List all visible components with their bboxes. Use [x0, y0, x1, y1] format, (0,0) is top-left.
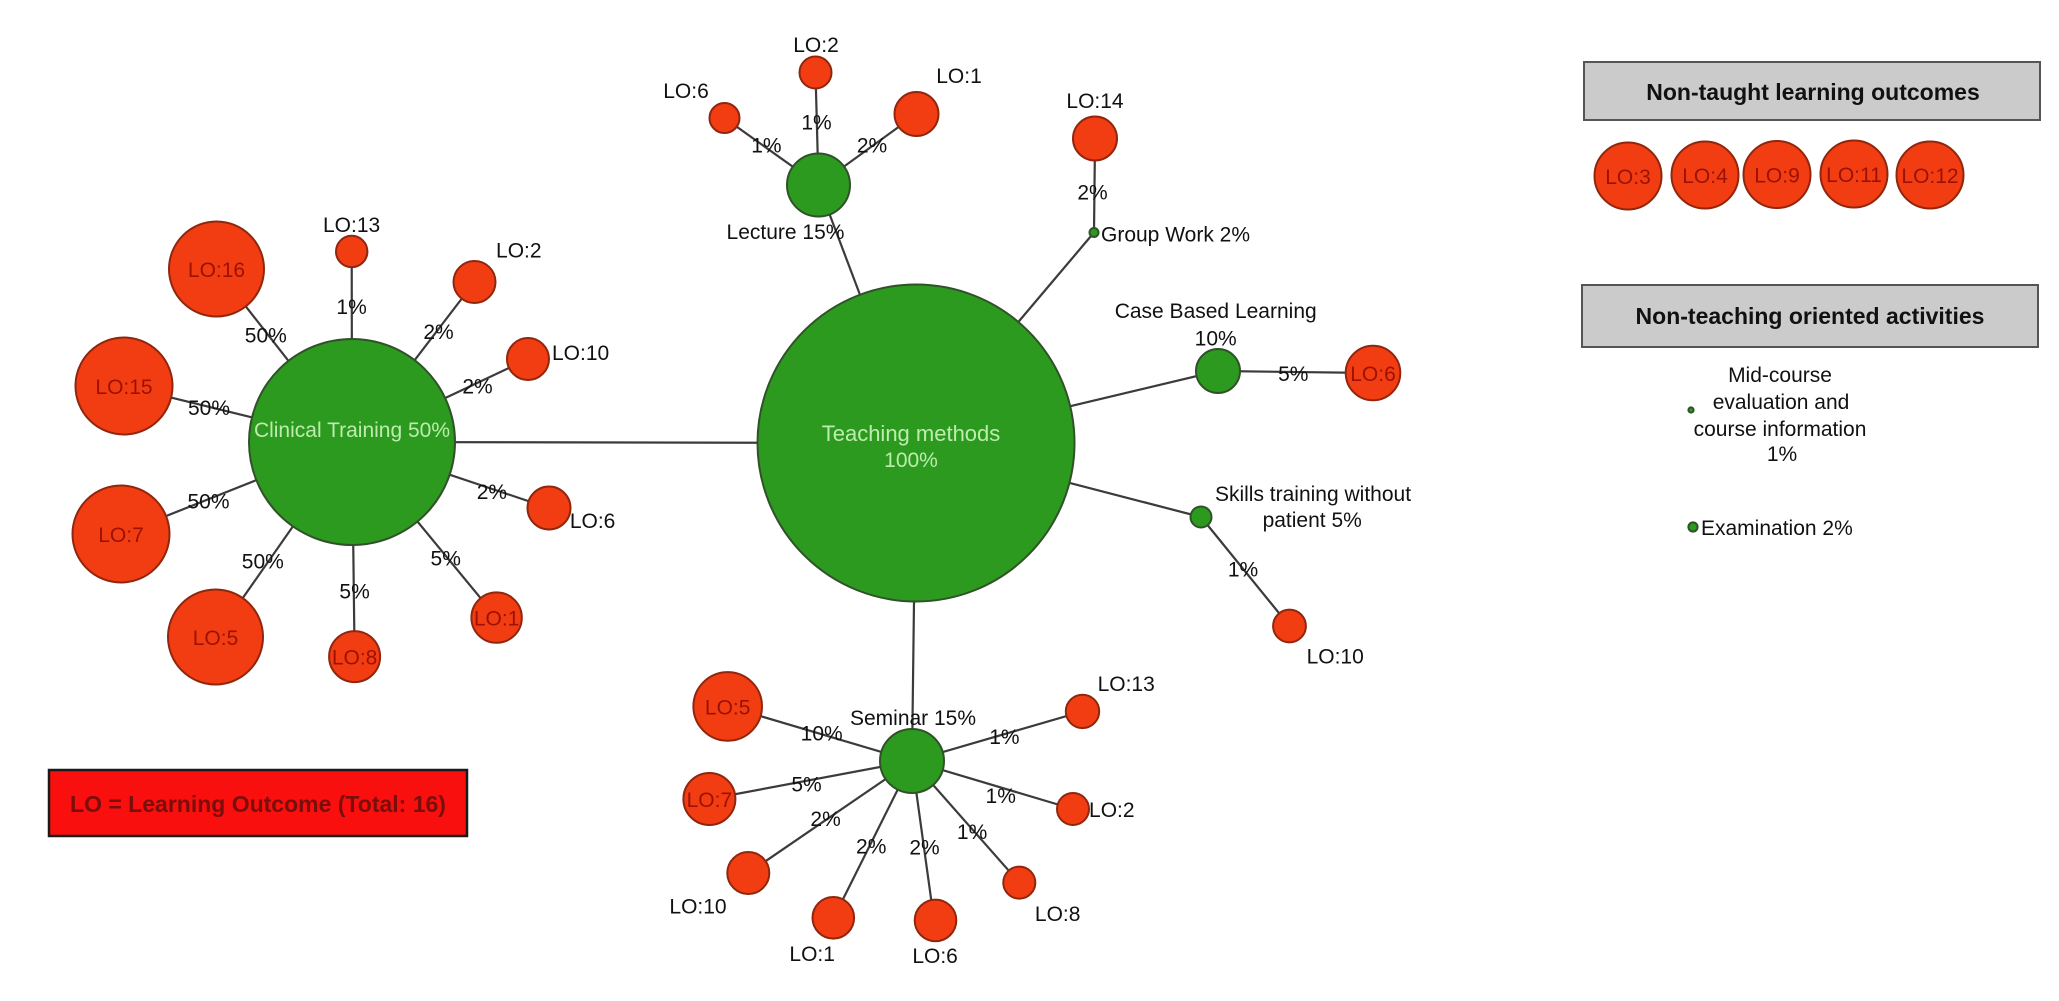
svg-text:2%: 2%	[477, 481, 507, 504]
svg-text:2%: 2%	[909, 837, 939, 860]
svg-text:LO:6: LO:6	[1350, 363, 1396, 386]
svg-text:Non-teaching oriented activiti: Non-teaching oriented activities	[1636, 303, 1985, 329]
svg-text:LO:10: LO:10	[669, 896, 726, 919]
svg-text:5%: 5%	[431, 548, 461, 571]
svg-text:Case Based Learning: Case Based Learning	[1115, 300, 1317, 323]
svg-text:10%: 10%	[1195, 328, 1237, 351]
svg-text:1%: 1%	[986, 785, 1016, 808]
svg-text:50%: 50%	[242, 551, 284, 574]
svg-text:Teaching methods: Teaching methods	[822, 421, 1001, 446]
svg-text:course information: course information	[1694, 418, 1867, 441]
svg-text:LO:5: LO:5	[705, 696, 751, 719]
svg-text:LO:10: LO:10	[1307, 645, 1364, 668]
svg-text:50%: 50%	[245, 325, 287, 348]
svg-text:LO:12: LO:12	[1901, 165, 1958, 188]
svg-text:Lecture 15%: Lecture 15%	[727, 221, 845, 244]
svg-text:patient 5%: patient 5%	[1263, 509, 1362, 532]
svg-text:2%: 2%	[810, 808, 840, 831]
svg-text:Group Work 2%: Group Work 2%	[1101, 224, 1250, 247]
svg-text:5%: 5%	[1278, 363, 1308, 386]
svg-text:2%: 2%	[857, 135, 887, 158]
svg-text:2%: 2%	[462, 376, 492, 399]
svg-text:LO:6: LO:6	[912, 945, 958, 968]
svg-text:LO:15: LO:15	[95, 376, 152, 399]
svg-text:1%: 1%	[801, 111, 831, 134]
svg-text:50%: 50%	[188, 397, 230, 420]
svg-text:LO:7: LO:7	[98, 524, 144, 547]
svg-text:Seminar 15%: Seminar 15%	[850, 707, 976, 730]
svg-text:LO:16: LO:16	[188, 259, 245, 282]
svg-text:Mid-course: Mid-course	[1728, 364, 1832, 387]
svg-text:1%: 1%	[1767, 443, 1797, 466]
svg-text:LO = Learning Outcome (Total:: LO = Learning Outcome (Total: 16)	[70, 791, 446, 817]
svg-text:LO:4: LO:4	[1682, 165, 1728, 188]
svg-text:LO:9: LO:9	[1754, 165, 1800, 188]
svg-text:5%: 5%	[791, 774, 821, 797]
svg-text:LO:2: LO:2	[496, 240, 542, 263]
svg-text:LO:8: LO:8	[332, 647, 378, 670]
svg-text:Clinical Training 50%: Clinical Training 50%	[254, 419, 450, 442]
svg-text:LO:13: LO:13	[323, 214, 380, 237]
svg-text:Skills training without: Skills training without	[1215, 483, 1411, 506]
svg-text:2%: 2%	[856, 835, 886, 858]
svg-text:LO:11: LO:11	[1826, 164, 1882, 187]
svg-text:LO:3: LO:3	[1605, 166, 1651, 189]
svg-text:LO:1: LO:1	[789, 943, 835, 966]
svg-text:1%: 1%	[957, 821, 987, 844]
svg-text:1%: 1%	[336, 296, 366, 319]
svg-text:1%: 1%	[1228, 559, 1258, 582]
svg-text:Non-taught learning outcomes: Non-taught learning outcomes	[1646, 79, 1980, 105]
svg-text:LO:13: LO:13	[1098, 673, 1155, 696]
svg-text:2%: 2%	[423, 321, 453, 344]
svg-text:2%: 2%	[1077, 182, 1107, 205]
svg-text:LO:8: LO:8	[1035, 903, 1081, 926]
svg-text:5%: 5%	[339, 581, 369, 604]
svg-text:1%: 1%	[989, 726, 1019, 749]
svg-text:LO:6: LO:6	[663, 80, 709, 103]
svg-text:100%: 100%	[884, 449, 938, 472]
svg-text:Examination 2%: Examination 2%	[1701, 517, 1853, 540]
svg-text:LO:2: LO:2	[1089, 799, 1135, 822]
svg-text:LO:6: LO:6	[570, 510, 616, 533]
svg-text:LO:10: LO:10	[552, 342, 609, 365]
svg-text:LO:2: LO:2	[793, 34, 839, 57]
svg-text:evaluation and: evaluation and	[1713, 391, 1850, 414]
svg-text:1%: 1%	[751, 135, 781, 158]
svg-text:10%: 10%	[801, 722, 843, 745]
svg-text:LO:7: LO:7	[687, 789, 733, 812]
svg-text:LO:14: LO:14	[1066, 90, 1124, 113]
svg-text:LO:1: LO:1	[936, 65, 982, 88]
svg-text:LO:5: LO:5	[193, 627, 239, 650]
svg-text:50%: 50%	[187, 491, 229, 514]
svg-text:LO:1: LO:1	[474, 608, 520, 631]
